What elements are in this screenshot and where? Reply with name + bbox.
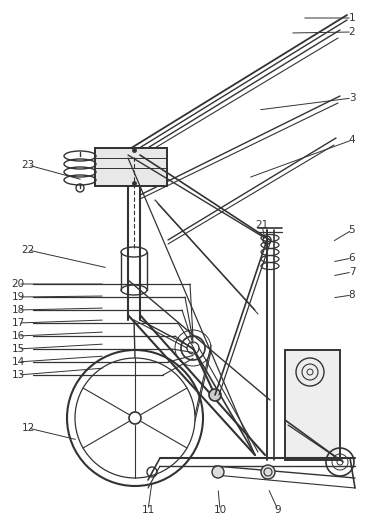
Text: 2: 2	[349, 27, 355, 37]
Text: 18: 18	[11, 305, 25, 315]
Text: 23: 23	[21, 160, 35, 170]
Text: 13: 13	[11, 370, 25, 380]
Text: 22: 22	[21, 245, 35, 255]
Text: 8: 8	[349, 290, 355, 300]
Text: 15: 15	[11, 344, 25, 354]
Circle shape	[212, 466, 224, 478]
Text: 10: 10	[213, 505, 227, 515]
Text: 16: 16	[11, 331, 25, 341]
Text: 7: 7	[349, 267, 355, 277]
Text: 3: 3	[349, 93, 355, 103]
Text: 20: 20	[11, 279, 25, 289]
Text: 9: 9	[275, 505, 281, 515]
Circle shape	[261, 465, 275, 479]
Circle shape	[209, 389, 221, 401]
Text: 12: 12	[21, 423, 35, 433]
Bar	[285, 350, 340, 460]
Text: 6: 6	[349, 253, 355, 263]
Text: 21: 21	[255, 220, 269, 230]
Text: 14: 14	[11, 357, 25, 367]
Text: 11: 11	[141, 505, 154, 515]
Text: 19: 19	[11, 292, 25, 302]
Bar	[95, 148, 167, 186]
Bar	[285, 350, 340, 460]
Text: 17: 17	[11, 318, 25, 328]
Text: 5: 5	[349, 225, 355, 235]
Bar	[95, 148, 167, 186]
Text: 1: 1	[349, 13, 355, 23]
Text: 4: 4	[349, 135, 355, 145]
